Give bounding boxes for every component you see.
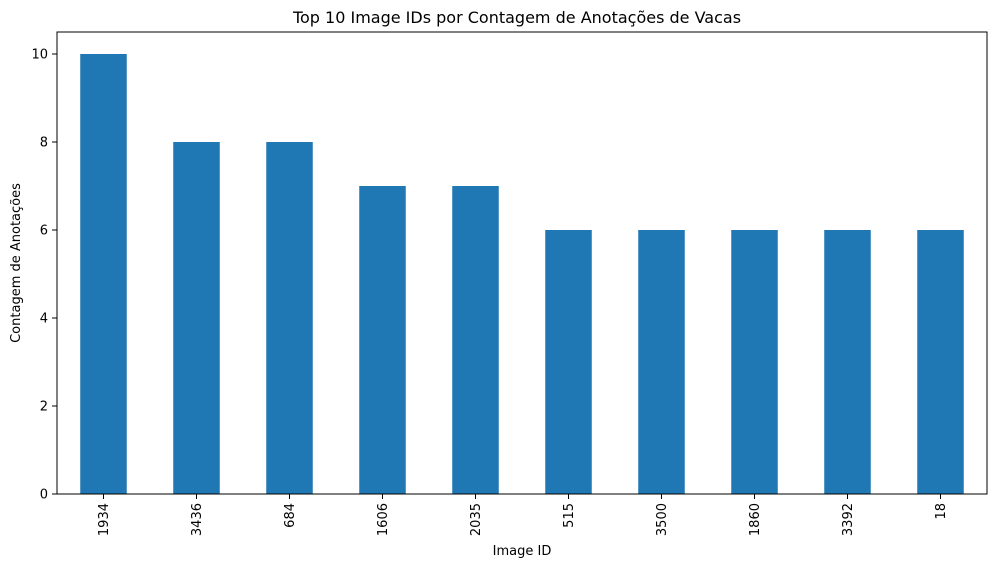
bar-1860: [731, 230, 778, 494]
y-tick-label: 8: [40, 136, 48, 151]
x-tick-label: 1934: [97, 503, 112, 536]
x-tick-label: 3392: [841, 503, 856, 536]
x-tick-label: 2035: [469, 503, 484, 536]
x-axis-label: Image ID: [493, 544, 552, 559]
x-tick-label: 3500: [655, 503, 670, 536]
y-axis-ticks: 0 2 4 6 8 10: [31, 48, 57, 503]
bar-3500: [638, 230, 685, 494]
x-axis-ticks: 1934 3436 684 1606 2035 515 3500 1860 3392 18: [97, 494, 949, 536]
y-tick-label: 0: [40, 488, 48, 503]
y-tick-label: 2: [40, 400, 48, 415]
y-tick-label: 4: [40, 312, 48, 327]
x-tick-label: 515: [562, 503, 577, 528]
bar-515: [545, 230, 592, 494]
y-tick-label: 10: [31, 48, 48, 63]
bar-18: [917, 230, 964, 494]
chart-title: Top 10 Image IDs por Contagem de Anotaçõ…: [292, 8, 741, 27]
plot-frame: [56, 31, 988, 495]
bars-group: [80, 54, 964, 494]
x-tick-label: 3436: [190, 503, 205, 536]
x-tick-label: 18: [934, 503, 949, 520]
bar-684: [266, 142, 313, 494]
y-axis-label: Contagem de Anotações: [9, 183, 24, 343]
y-tick-label: 6: [40, 224, 48, 239]
bar-3436: [173, 142, 220, 494]
x-tick-label: 684: [283, 503, 298, 528]
bar-1606: [359, 186, 406, 494]
x-tick-label: 1606: [376, 503, 391, 536]
bar-1934: [80, 54, 127, 494]
bar-3392: [824, 230, 871, 494]
bar-2035: [452, 186, 499, 494]
x-tick-label: 1860: [748, 503, 763, 536]
